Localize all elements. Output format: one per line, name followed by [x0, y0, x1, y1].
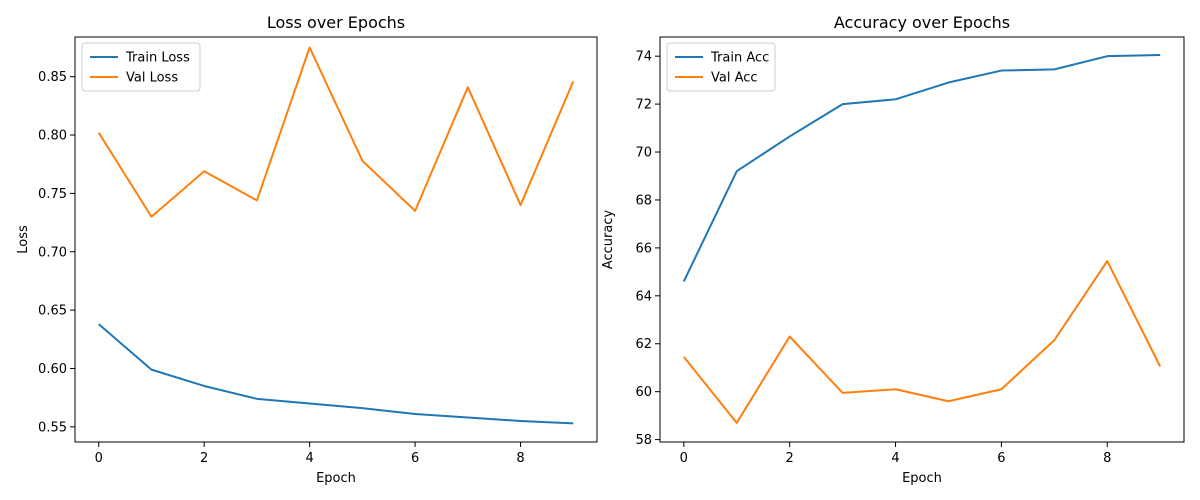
accuracy-chart-ylabel: Accuracy: [601, 210, 616, 270]
loss-series-val-line: [97, 46, 575, 218]
accuracy-ytick-label: 68: [635, 193, 652, 208]
accuracy-chart: Accuracy over Epochs Epoch Accuracy 0 2 4 6…: [601, 13, 1185, 486]
loss-ytick-label: 0.60: [38, 362, 67, 377]
loss-legend-label: Train Loss: [125, 51, 190, 66]
loss-xtick-label: 8: [516, 451, 524, 466]
loss-xtick-label: 2: [200, 451, 208, 466]
accuracy-ytick-label: 72: [635, 98, 652, 113]
accuracy-ytick-label: 66: [635, 241, 652, 256]
accuracy-xtick-label: 0: [680, 451, 688, 466]
accuracy-xtick-label: 6: [997, 451, 1005, 466]
loss-xtick-label: 4: [305, 451, 313, 466]
loss-ytick-label: 0.75: [38, 187, 67, 202]
accuracy-xtick-label: 8: [1103, 451, 1111, 466]
accuracy-xtick-label: 2: [786, 451, 794, 466]
loss-chart-xlabel: Epoch: [316, 471, 356, 486]
accuracy-ytick-label: 70: [635, 146, 652, 161]
accuracy-chart-title: Accuracy over Epochs: [834, 13, 1010, 32]
accuracy-xtick-label: 4: [891, 451, 899, 466]
accuracy-legend-label: Train Acc: [710, 51, 769, 66]
loss-xtick-label: 0: [95, 451, 103, 466]
accuracy-chart-xlabel: Epoch: [902, 471, 942, 486]
loss-ytick-label: 0.55: [38, 420, 67, 435]
accuracy-ytick-label: 62: [635, 337, 652, 352]
accuracy-series-train-line: [682, 53, 1161, 282]
loss-series-train-line: [98, 323, 574, 425]
loss-legend-label: Val Loss: [126, 71, 178, 86]
accuracy-legend: [666, 42, 776, 92]
loss-chart-title: Loss over Epochs: [267, 13, 405, 32]
loss-legend: [81, 42, 201, 92]
loss-ytick-label: 0.65: [38, 304, 67, 319]
loss-xtick-label: 6: [411, 451, 419, 466]
accuracy-plot-frame: [659, 36, 1185, 443]
loss-chart: Loss over Epochs Epoch Loss 0 2 4 6 8 0.55 0.6…: [16, 13, 598, 486]
loss-plot-frame: [74, 36, 598, 443]
loss-ytick-label: 0.85: [38, 70, 67, 85]
loss-ytick-label: 0.70: [38, 245, 67, 260]
loss-chart-ylabel: Loss: [16, 225, 31, 254]
accuracy-ytick-label: 74: [635, 50, 652, 65]
accuracy-legend-label: Val Acc: [711, 71, 758, 86]
loss-ytick-label: 0.80: [38, 129, 67, 144]
accuracy-series-val-line: [683, 260, 1162, 424]
accuracy-ytick-label: 60: [635, 385, 652, 400]
accuracy-ytick-label: 58: [635, 433, 652, 448]
accuracy-ytick-label: 64: [635, 289, 652, 304]
